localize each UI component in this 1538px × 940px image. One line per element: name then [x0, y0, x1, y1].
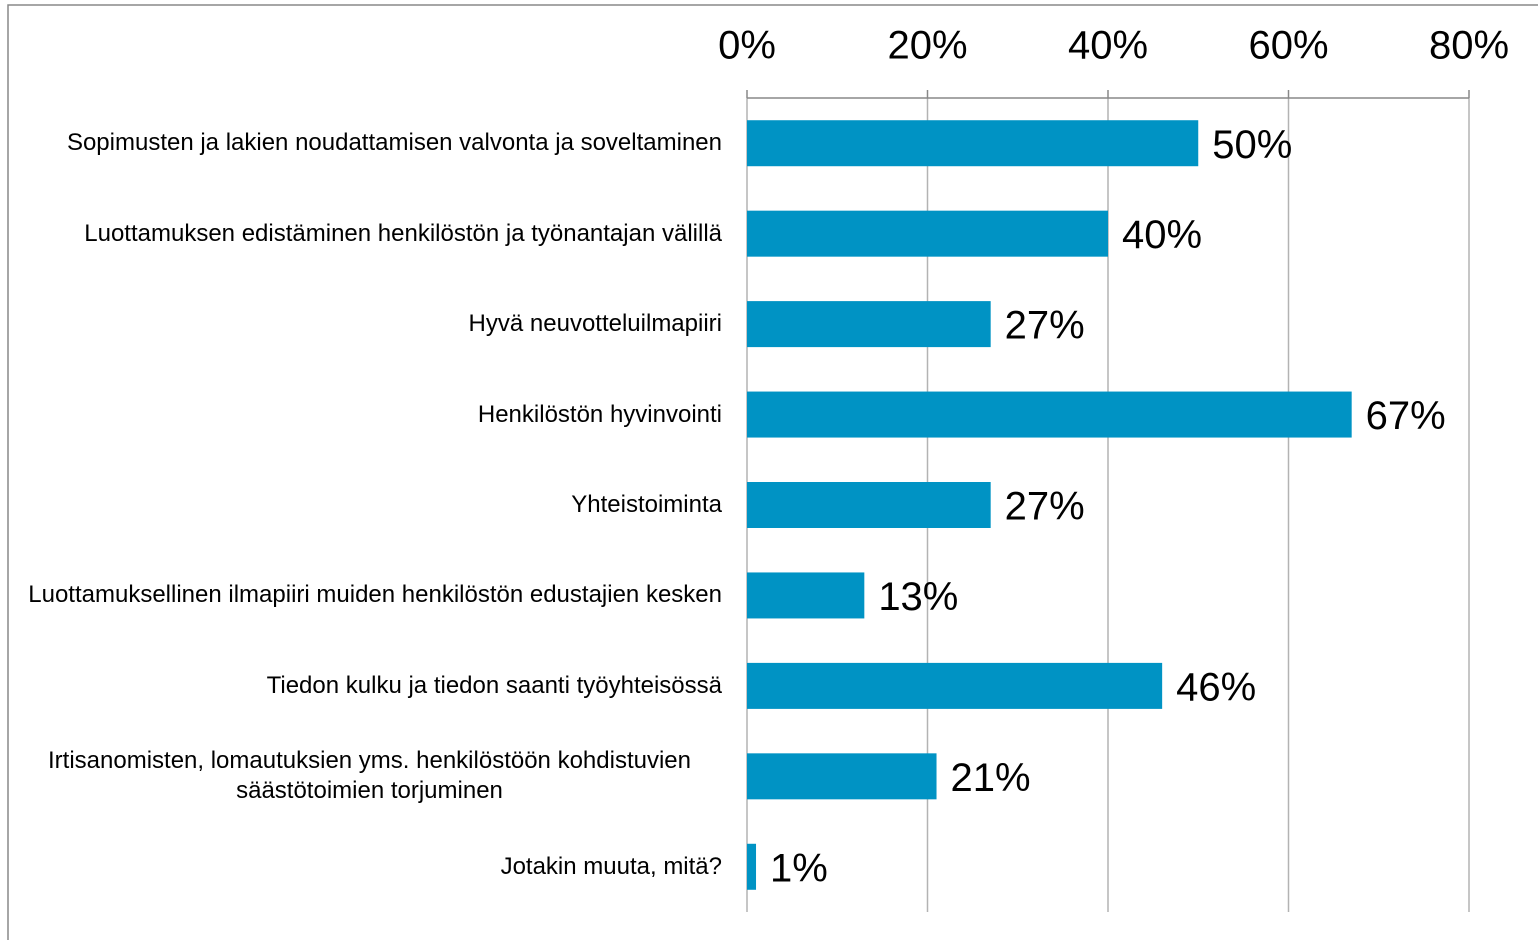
category-label: Luottamuksellinen ilmapiiri muiden henki… [28, 581, 722, 609]
category-label-box: Hyvä neuvotteluilmapiiri [12, 279, 722, 369]
x-tick-label: 20% [887, 24, 967, 68]
bar [747, 301, 991, 348]
category-label-box: Tiedon kulku ja tiedon saanti työyhteisö… [12, 641, 722, 731]
category-label-box: Jotakin muuta, mitä? [12, 822, 722, 912]
bar [747, 391, 1352, 438]
category-label-box: Irtisanomisten, lomautuksien yms. henkil… [12, 731, 722, 821]
x-tick-label: 80% [1429, 24, 1509, 68]
category-label-box: Henkilöstön hyvinvointi [12, 370, 722, 460]
data-label: 1% [770, 846, 828, 890]
category-label: Hyvä neuvotteluilmapiiri [468, 310, 722, 338]
frame [7, 4, 1538, 940]
data-label: 67% [1366, 394, 1446, 438]
bar [747, 753, 937, 800]
data-label: 50% [1212, 123, 1292, 167]
category-label: Yhteistoiminta [571, 491, 722, 518]
category-label: Henkilöstön hyvinvointi [477, 400, 722, 428]
bar [747, 210, 1108, 257]
x-tick-label: 0% [718, 24, 776, 68]
category-label-box: Sopimusten ja lakien noudattamisen valvo… [12, 98, 722, 188]
category-label: Tiedon kulku ja tiedon saanti työyhteisö… [266, 671, 722, 699]
bar [747, 843, 757, 890]
bar [747, 120, 1199, 167]
category-label: Jotakin muuta, mitä? [500, 852, 722, 880]
data-label: 40% [1122, 213, 1202, 257]
x-tick-label: 60% [1248, 24, 1328, 68]
data-label: 27% [1005, 304, 1085, 348]
category-label-box: Luottamuksellinen ilmapiiri muiden henki… [12, 550, 722, 640]
data-label: 27% [1005, 485, 1085, 529]
bar [747, 662, 1163, 709]
data-label: 13% [878, 575, 958, 619]
category-label: Luottamuksen edistäminen henkilöstön ja … [84, 219, 722, 247]
x-tick-label: 40% [1068, 24, 1148, 68]
category-label-box: Yhteistoiminta [12, 460, 722, 550]
bar [747, 572, 865, 619]
bar [747, 482, 991, 528]
category-label: Irtisanomisten, lomautuksien yms. henkil… [48, 747, 691, 805]
category-label: Sopimusten ja lakien noudattamisen valvo… [66, 129, 722, 157]
category-label-box: Luottamuksen edistäminen henkilöstön ja … [12, 189, 722, 279]
data-label: 46% [1176, 665, 1256, 709]
data-label: 21% [951, 756, 1031, 800]
